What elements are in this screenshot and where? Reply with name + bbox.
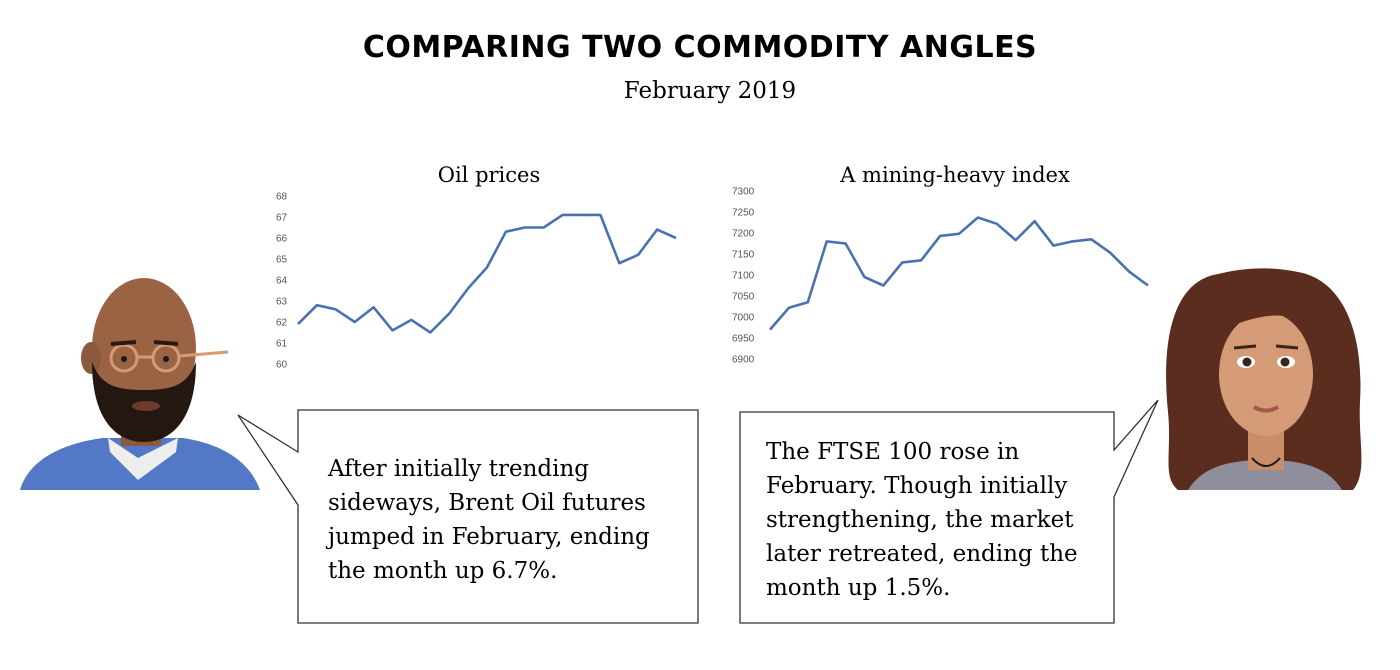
right-bubble-line: later retreated, ending the <box>766 541 1078 567</box>
right-bubble-line: The FTSE 100 rose in <box>766 439 1020 465</box>
oil-y-tick-label: 62 <box>276 318 288 329</box>
index-y-tick-label: 7000 <box>732 313 755 324</box>
right-bubble-line: February. Though initially <box>766 473 1068 499</box>
index-y-tick-label: 7250 <box>732 208 755 219</box>
left-speech-bubble <box>237 409 699 624</box>
oil-y-tick-label: 68 <box>276 192 288 203</box>
left-bubble-line: the month up 6.7%. <box>328 558 558 584</box>
index-y-tick-label: 7150 <box>732 250 755 261</box>
right-bubble-line: strengthening, the market <box>766 507 1074 533</box>
left-bubble-line: jumped in February, ending <box>328 524 650 550</box>
man-avatar <box>20 278 260 490</box>
oil-y-tick-label: 64 <box>276 276 288 287</box>
right-bubble-line: month up 1.5%. <box>766 575 951 601</box>
page-subtitle: February 2019 <box>623 78 797 104</box>
index-chart-title: A mining-heavy index <box>840 163 1070 187</box>
index-y-tick-label: 7050 <box>732 292 755 303</box>
index-y-tick-label: 7200 <box>732 229 755 240</box>
oil-chart-title: Oil prices <box>437 163 541 187</box>
page-title: COMPARING TWO COMMODITY ANGLES <box>362 30 1038 65</box>
oil-y-tick-label: 63 <box>276 297 288 308</box>
left-bubble-text: After initially trending sideways, Brent… <box>328 452 650 588</box>
oil-y-tick-label: 66 <box>276 234 288 245</box>
left-bubble-line: sideways, Brent Oil futures <box>328 490 646 516</box>
index-y-tick-label: 6900 <box>732 355 755 366</box>
oil-y-tick-label: 65 <box>276 255 288 266</box>
left-bubble-line: After initially trending <box>328 456 590 482</box>
woman-avatar <box>1166 268 1362 490</box>
index-y-tick-label: 7100 <box>732 271 755 282</box>
index-series-line <box>769 216 1149 331</box>
oil-y-tick-label: 61 <box>276 339 288 350</box>
right-bubble-text: The FTSE 100 rose in February. Though in… <box>766 435 1078 605</box>
oil-y-tick-label: 67 <box>276 213 288 224</box>
index-y-tick-label: 7300 <box>732 187 755 198</box>
oil-series-line <box>297 213 677 334</box>
index-y-tick-label: 6950 <box>732 334 755 345</box>
oil-y-tick-label: 60 <box>276 360 288 371</box>
right-speech-bubble <box>739 399 1159 624</box>
